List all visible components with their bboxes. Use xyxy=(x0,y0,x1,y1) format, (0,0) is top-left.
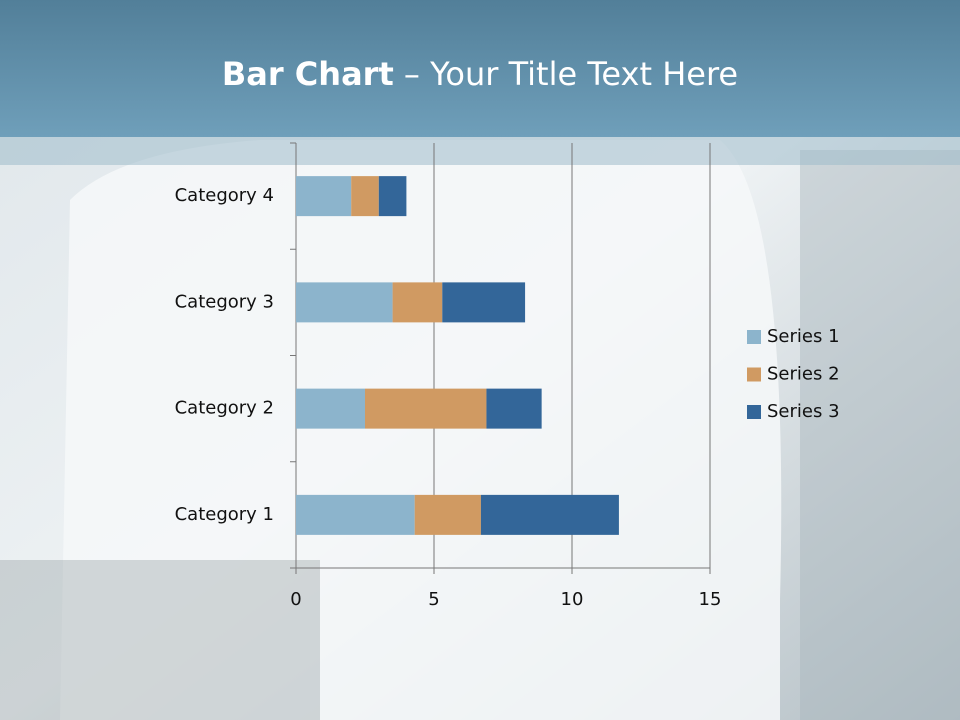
y-tick-label: Category 2 xyxy=(175,398,274,419)
background-shape xyxy=(0,560,320,720)
bar-segment xyxy=(296,494,415,535)
background-shape xyxy=(800,150,960,720)
chart: 0 5 10 15 Category 1 Category 2 Category 3 Cate… xyxy=(175,142,840,610)
title-rest: – Your Title Text Here xyxy=(404,55,738,93)
x-tick-label: 10 xyxy=(561,589,584,610)
x-tick-label: 15 xyxy=(699,589,722,610)
bar-segment xyxy=(351,176,379,217)
bar-segment xyxy=(480,494,619,535)
bar-segment xyxy=(392,282,443,323)
legend-label: Series 3 xyxy=(767,401,840,422)
bar-segment xyxy=(442,282,526,323)
legend-swatch xyxy=(747,367,761,382)
y-tick-label: Category 1 xyxy=(175,504,274,525)
header-strip xyxy=(0,137,960,165)
x-tick-label: 5 xyxy=(428,589,439,610)
bar-segment xyxy=(378,176,407,217)
background-shape xyxy=(60,140,782,720)
legend-swatch xyxy=(747,330,761,344)
header-band xyxy=(0,0,960,137)
legend-label: Series 2 xyxy=(767,364,840,385)
slide-title: Bar Chart – Your Title Text Here xyxy=(222,55,738,93)
legend-swatch xyxy=(747,405,761,419)
y-tick-label: Category 4 xyxy=(175,185,274,206)
bar-segment xyxy=(296,176,352,217)
y-tick-label: Category 3 xyxy=(175,291,274,312)
legend-label: Series 1 xyxy=(767,326,840,347)
title-bold: Bar Chart xyxy=(222,55,394,93)
bar-segment xyxy=(296,388,365,429)
x-tick-label: 0 xyxy=(290,589,301,610)
bar-segment xyxy=(486,388,542,429)
bar-segment xyxy=(414,494,481,535)
bar-segment xyxy=(365,388,487,429)
bar-segment xyxy=(296,282,393,323)
